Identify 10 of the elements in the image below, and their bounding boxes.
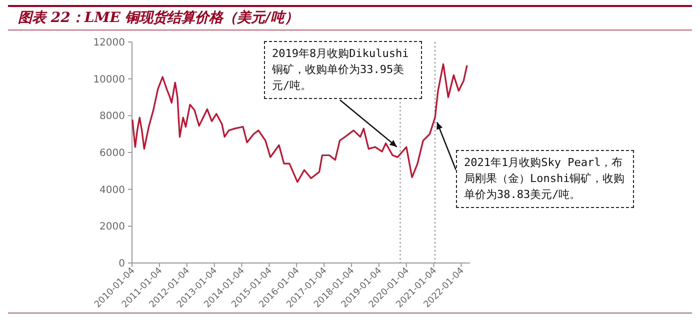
annotation: 2019年8月收购Dikulushi铜矿，收购单价为33.95美元/吨。 bbox=[264, 41, 422, 99]
y-tick-label: 8000 bbox=[100, 111, 125, 122]
y-tick-label: 0 bbox=[118, 258, 125, 270]
y-tick-label: 12000 bbox=[93, 38, 125, 48]
y-tick-label: 4000 bbox=[100, 184, 125, 196]
y-tick-label: 6000 bbox=[100, 148, 125, 159]
annotation: 2021年1月收购Sky Pearl，布局刚果（金）Lonshi铜矿，收购单价为38.83美元/吨。 bbox=[456, 150, 634, 208]
chart-title: 图表 22：LME 铜现货结算价格（美元/吨） bbox=[18, 9, 298, 27]
y-tick-label: 10000 bbox=[93, 74, 125, 86]
y-tick-label: 2000 bbox=[100, 222, 125, 233]
